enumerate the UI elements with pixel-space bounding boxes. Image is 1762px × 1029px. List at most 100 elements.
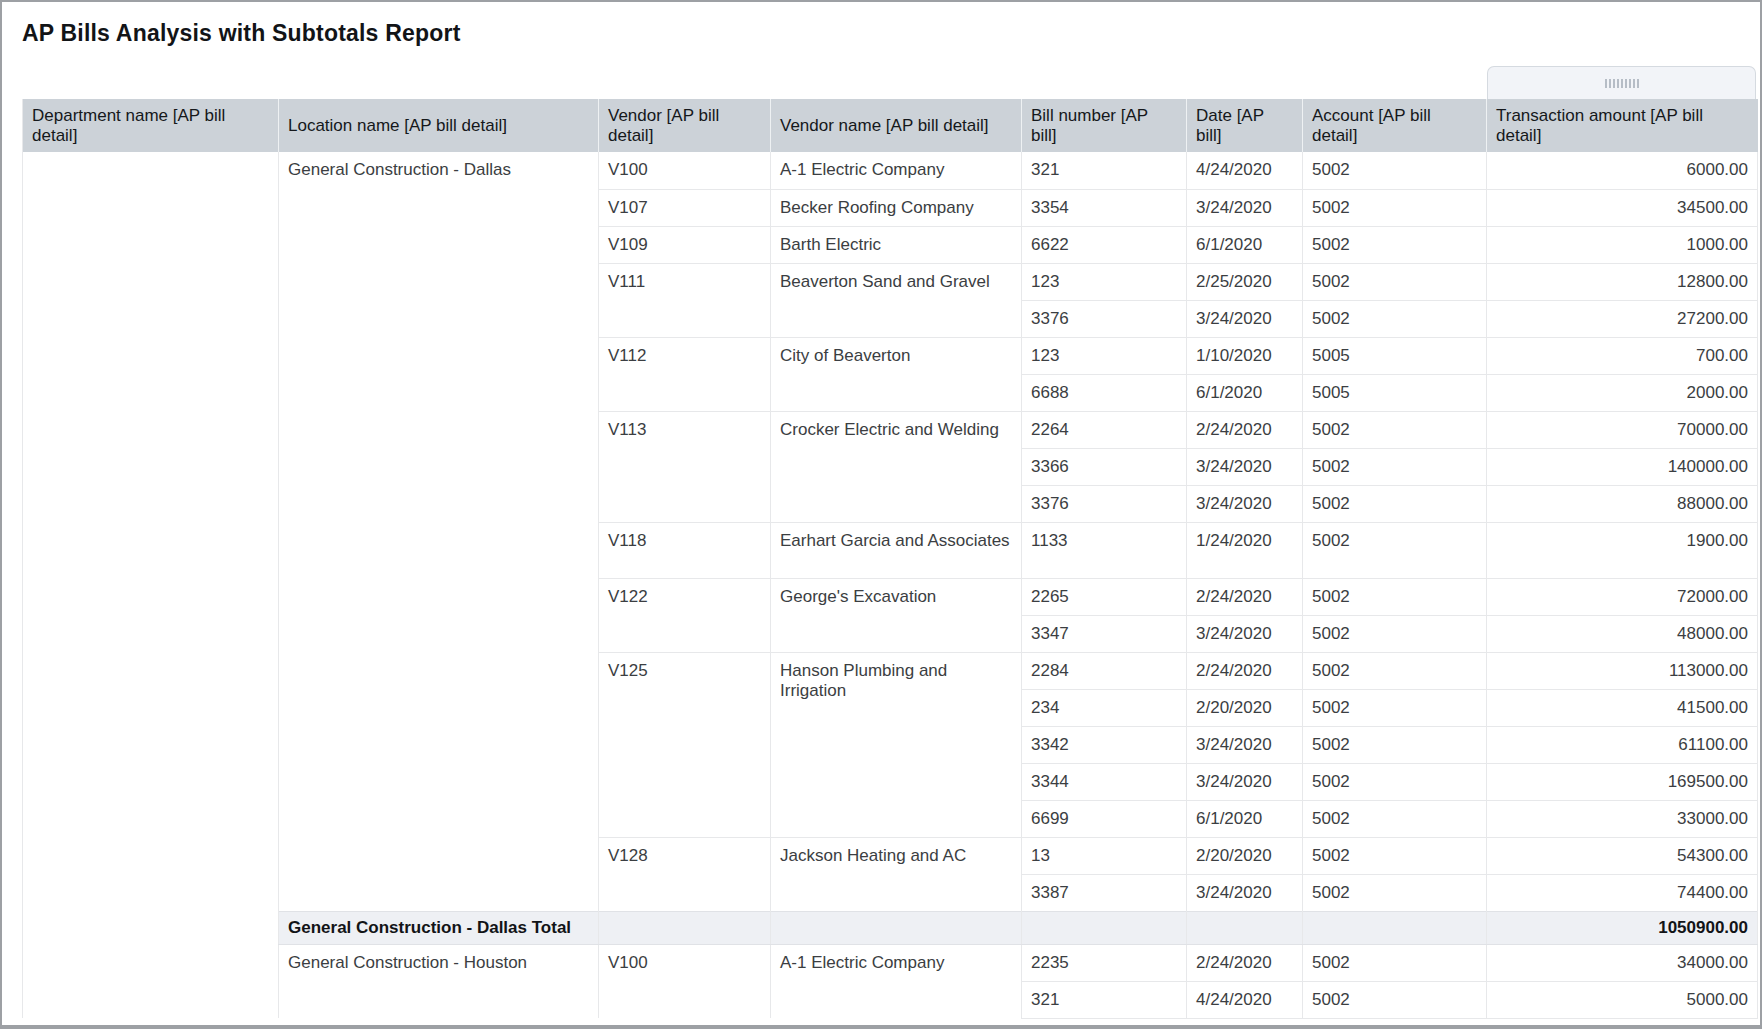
subtotal-account-cell	[1303, 911, 1487, 944]
cell-transaction-amount: 700.00	[1487, 337, 1758, 374]
cell-bill-number: 3376	[1022, 300, 1187, 337]
cell-account: 5002	[1303, 226, 1487, 263]
cell-bill-number: 3347	[1022, 615, 1187, 652]
cell-vendor-name: Earhart Garcia and Associates	[771, 522, 1022, 578]
cell-transaction-amount: 72000.00	[1487, 578, 1758, 615]
cell-vendor: V128	[599, 837, 771, 911]
cell-date: 3/24/2020	[1187, 448, 1303, 485]
cell-vendor-name: Becker Roofing Company	[771, 189, 1022, 226]
cell-account: 5002	[1303, 837, 1487, 874]
cell-date: 2/20/2020	[1187, 837, 1303, 874]
cell-department	[23, 152, 279, 1018]
cell-bill-number: 3354	[1022, 189, 1187, 226]
column-header-vendor_name[interactable]: Vendor name [AP bill detail]	[771, 99, 1022, 152]
table-header-row: Department name [AP bill detail]Location…	[23, 99, 1758, 152]
cell-date: 2/24/2020	[1187, 652, 1303, 689]
cell-bill-number: 3344	[1022, 763, 1187, 800]
cell-date: 4/24/2020	[1187, 152, 1303, 189]
subtotal-amount: 1050900.00	[1487, 911, 1758, 944]
cell-vendor: V125	[599, 652, 771, 837]
cell-transaction-amount: 54300.00	[1487, 837, 1758, 874]
cell-date: 2/24/2020	[1187, 411, 1303, 448]
cell-vendor: V112	[599, 337, 771, 411]
cell-bill-number: 1133	[1022, 522, 1187, 578]
cell-date: 1/24/2020	[1187, 522, 1303, 578]
report-table: Department name [AP bill detail]Location…	[22, 99, 1758, 1019]
column-header-location[interactable]: Location name [AP bill detail]	[279, 99, 599, 152]
cell-account: 5002	[1303, 800, 1487, 837]
cell-date: 6/1/2020	[1187, 374, 1303, 411]
cell-transaction-amount: 48000.00	[1487, 615, 1758, 652]
cell-vendor-name: Jackson Heating and AC	[771, 837, 1022, 911]
column-drag-handle[interactable]	[1487, 66, 1756, 100]
cell-transaction-amount: 27200.00	[1487, 300, 1758, 337]
cell-date: 3/24/2020	[1187, 763, 1303, 800]
cell-bill-number: 6688	[1022, 374, 1187, 411]
cell-date: 6/1/2020	[1187, 226, 1303, 263]
cell-account: 5002	[1303, 652, 1487, 689]
column-header-date[interactable]: Date [AP bill]	[1187, 99, 1303, 152]
subtotal-vendor-cell	[599, 911, 771, 944]
cell-vendor: V113	[599, 411, 771, 522]
cell-bill-number: 2264	[1022, 411, 1187, 448]
cell-account: 5002	[1303, 152, 1487, 189]
page-title: AP Bills Analysis with Subtotals Report	[22, 20, 461, 47]
cell-vendor-name: City of Beaverton	[771, 337, 1022, 411]
cell-account: 5002	[1303, 763, 1487, 800]
cell-vendor-name: Barth Electric	[771, 226, 1022, 263]
cell-transaction-amount: 6000.00	[1487, 152, 1758, 189]
cell-date: 2/24/2020	[1187, 944, 1303, 981]
cell-vendor: V100	[599, 152, 771, 189]
report-page: AP Bills Analysis with Subtotals Report …	[0, 0, 1762, 1029]
cell-account: 5002	[1303, 944, 1487, 981]
cell-vendor-name: George's Excavation	[771, 578, 1022, 652]
cell-transaction-amount: 74400.00	[1487, 874, 1758, 911]
cell-transaction-amount: 88000.00	[1487, 485, 1758, 522]
cell-bill-number: 123	[1022, 263, 1187, 300]
column-header-bill_number[interactable]: Bill number [AP bill]	[1022, 99, 1187, 152]
cell-account: 5002	[1303, 615, 1487, 652]
bill-row: General Construction - DallasV100A-1 Ele…	[23, 152, 1758, 189]
cell-bill-number: 123	[1022, 337, 1187, 374]
subtotal-row: General Construction - Dallas Total10509…	[23, 911, 1758, 944]
cell-transaction-amount: 169500.00	[1487, 763, 1758, 800]
cell-bill-number: 6622	[1022, 226, 1187, 263]
column-header-amount[interactable]: Transaction amount [AP bill detail]	[1487, 99, 1758, 152]
column-header-department[interactable]: Department name [AP bill detail]	[23, 99, 279, 152]
cell-vendor: V107	[599, 189, 771, 226]
cell-vendor-name: Crocker Electric and Welding	[771, 411, 1022, 522]
cell-transaction-amount: 61100.00	[1487, 726, 1758, 763]
cell-transaction-amount: 5000.00	[1487, 981, 1758, 1018]
cell-account: 5002	[1303, 522, 1487, 578]
subtotal-date-cell	[1187, 911, 1303, 944]
cell-date: 3/24/2020	[1187, 726, 1303, 763]
cell-vendor-name: A-1 Electric Company	[771, 944, 1022, 1018]
cell-account: 5002	[1303, 189, 1487, 226]
cell-date: 2/20/2020	[1187, 689, 1303, 726]
cell-date: 3/24/2020	[1187, 874, 1303, 911]
column-header-vendor[interactable]: Vendor [AP bill detail]	[599, 99, 771, 152]
subtotal-bill-cell	[1022, 911, 1187, 944]
cell-bill-number: 2265	[1022, 578, 1187, 615]
cell-vendor: V111	[599, 263, 771, 337]
cell-bill-number: 13	[1022, 837, 1187, 874]
cell-transaction-amount: 12800.00	[1487, 263, 1758, 300]
cell-date: 3/24/2020	[1187, 615, 1303, 652]
cell-date: 1/10/2020	[1187, 337, 1303, 374]
cell-bill-number: 321	[1022, 152, 1187, 189]
cell-bill-number: 2284	[1022, 652, 1187, 689]
cell-vendor: V122	[599, 578, 771, 652]
cell-account: 5002	[1303, 689, 1487, 726]
cell-date: 3/24/2020	[1187, 300, 1303, 337]
cell-transaction-amount: 140000.00	[1487, 448, 1758, 485]
cell-bill-number: 3376	[1022, 485, 1187, 522]
cell-bill-number: 321	[1022, 981, 1187, 1018]
cell-transaction-amount: 34000.00	[1487, 944, 1758, 981]
cell-account: 5002	[1303, 874, 1487, 911]
cell-transaction-amount: 1900.00	[1487, 522, 1758, 578]
cell-location: General Construction - Houston	[279, 944, 599, 1018]
cell-date: 6/1/2020	[1187, 800, 1303, 837]
column-header-account[interactable]: Account [AP bill detail]	[1303, 99, 1487, 152]
cell-date: 3/24/2020	[1187, 485, 1303, 522]
cell-location: General Construction - Dallas	[279, 152, 599, 911]
